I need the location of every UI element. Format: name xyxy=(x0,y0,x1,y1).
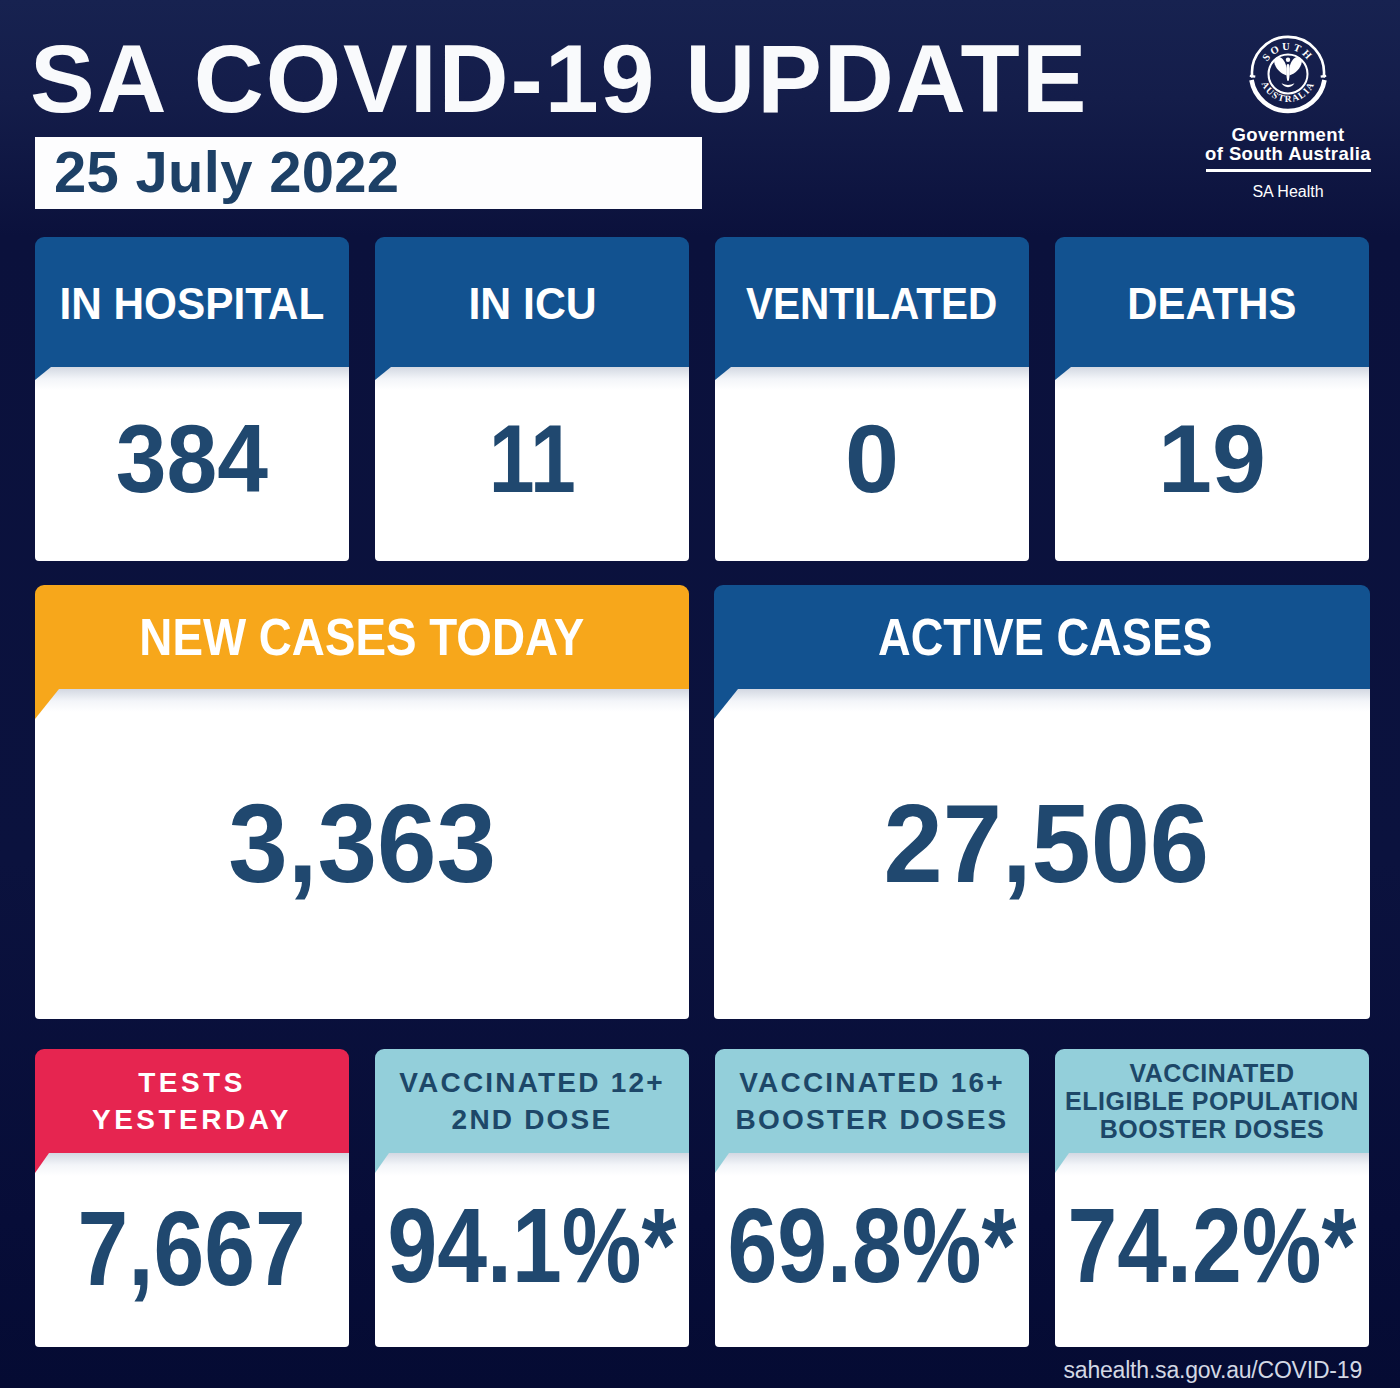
svg-text:AUSTRALIA: AUSTRALIA xyxy=(1260,80,1317,104)
